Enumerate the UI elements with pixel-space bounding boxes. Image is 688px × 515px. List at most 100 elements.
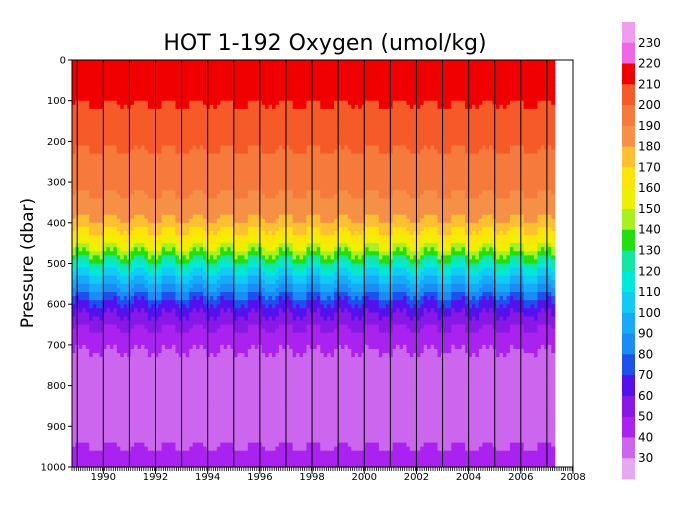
heatmap-cell — [103, 100, 108, 106]
heatmap-cell — [144, 357, 149, 362]
heatmap-cell — [85, 340, 90, 346]
heatmap-cell — [199, 300, 204, 305]
heatmap-cell — [171, 182, 177, 187]
heatmap-cell — [206, 108, 211, 114]
heatmap-cell — [199, 165, 204, 171]
heatmap-cell — [99, 304, 104, 309]
heatmap-cell — [196, 283, 201, 289]
heatmap-cell — [178, 393, 183, 399]
heatmap-cell — [237, 353, 242, 358]
heatmap-cell — [206, 275, 211, 281]
heatmap-cell — [99, 247, 104, 252]
heatmap-cell — [165, 230, 170, 236]
heatmap-cell — [168, 178, 173, 183]
heatmap-cell — [237, 125, 242, 130]
heatmap-cell — [203, 218, 208, 224]
heatmap-cell — [85, 304, 90, 309]
heatmap-cell — [158, 169, 163, 175]
heatmap-cell — [137, 454, 142, 460]
heatmap-cell — [134, 202, 139, 208]
heatmap-cell — [72, 348, 77, 354]
heatmap-cell — [196, 324, 201, 330]
heatmap-cell — [237, 328, 242, 334]
heatmap-cell — [234, 121, 239, 126]
heatmap-cell — [175, 112, 180, 118]
heatmap-cell — [147, 169, 152, 175]
heatmap-cell — [182, 235, 187, 240]
heatmap-cell — [234, 133, 239, 138]
heatmap-cell — [123, 405, 128, 411]
heatmap-cell — [85, 422, 90, 427]
heatmap-cell — [96, 72, 101, 77]
heatmap-cell — [168, 121, 173, 126]
heatmap-cell — [123, 308, 128, 313]
heatmap-cell — [165, 340, 170, 346]
heatmap-cell — [230, 251, 235, 256]
heatmap-cell — [116, 275, 121, 281]
heatmap-cell — [78, 222, 83, 228]
heatmap-cell — [178, 263, 183, 269]
heatmap-cell — [175, 182, 180, 187]
heatmap-cell — [192, 353, 197, 358]
heatmap-cell — [120, 76, 125, 81]
heatmap-cell — [120, 365, 125, 370]
heatmap-cell — [130, 206, 135, 212]
heatmap-cell — [116, 312, 121, 318]
heatmap-cell — [116, 84, 121, 90]
heatmap-cell — [154, 210, 159, 216]
heatmap-cell — [103, 214, 108, 220]
heatmap-cell — [72, 137, 77, 142]
heatmap-cell — [185, 401, 190, 407]
heatmap-cell — [109, 450, 114, 456]
heatmap-cell — [92, 373, 97, 379]
heatmap-cell — [123, 129, 128, 134]
heatmap-cell — [158, 141, 163, 147]
heatmap-cell — [185, 458, 190, 464]
heatmap-cell — [147, 450, 152, 456]
heatmap-cell — [216, 173, 221, 179]
heatmap-cell — [106, 259, 111, 265]
heatmap-cell — [192, 267, 197, 273]
heatmap-cell — [237, 149, 242, 155]
heatmap-cell — [140, 247, 146, 252]
heatmap-cell — [154, 450, 159, 456]
heatmap-cell — [82, 365, 87, 370]
heatmap-cell — [106, 271, 111, 277]
heatmap-cell — [171, 454, 177, 460]
heatmap-cell — [189, 324, 194, 330]
heatmap-cell — [89, 186, 94, 191]
heatmap-cell — [175, 194, 180, 199]
heatmap-cell — [240, 377, 246, 383]
heatmap-cell — [151, 251, 156, 256]
heatmap-cell — [99, 418, 104, 423]
heatmap-cell — [137, 153, 142, 159]
heatmap-cell — [158, 312, 163, 318]
heatmap-cell — [165, 112, 170, 118]
heatmap-cell — [96, 344, 101, 350]
heatmap-cell — [234, 308, 239, 313]
heatmap-cell — [237, 133, 242, 138]
heatmap-cell — [168, 100, 173, 106]
heatmap-cell — [185, 88, 190, 94]
heatmap-cell — [96, 125, 101, 130]
heatmap-cell — [144, 214, 149, 220]
heatmap-cell — [196, 226, 201, 232]
heatmap-cell — [96, 190, 101, 195]
heatmap-cell — [196, 438, 201, 444]
heatmap-cell — [220, 214, 225, 220]
heatmap-cell — [213, 422, 218, 427]
heatmap-cell — [206, 393, 211, 399]
heatmap-cell — [220, 275, 225, 281]
heatmap-cell — [161, 235, 166, 240]
heatmap-cell — [116, 153, 121, 159]
heatmap-cell — [85, 149, 90, 155]
heatmap-cell — [161, 450, 166, 456]
heatmap-cell — [120, 247, 125, 252]
heatmap-cell — [158, 218, 163, 224]
heatmap-cell — [240, 255, 246, 261]
heatmap-cell — [82, 116, 87, 122]
heatmap-cell — [116, 393, 121, 399]
heatmap-cell — [154, 365, 159, 370]
heatmap-cell — [227, 88, 232, 94]
heatmap-cell — [78, 92, 83, 98]
